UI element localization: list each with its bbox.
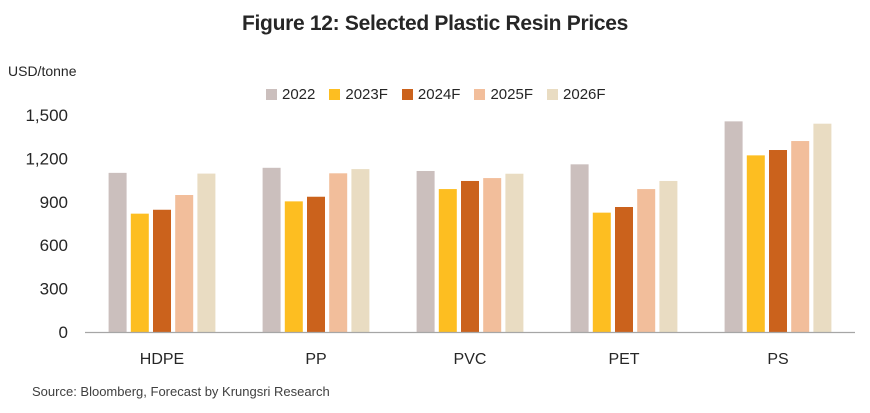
- legend-item-2022[interactable]: 2022: [266, 86, 315, 103]
- x-tick-label: PP: [305, 351, 326, 368]
- legend-label: 2024F: [417, 86, 461, 103]
- bar-pvc-2025f: [483, 178, 502, 332]
- legend-label: 2025F: [490, 86, 534, 103]
- legend-swatch: [547, 89, 559, 100]
- bar-ps-2022: [724, 121, 743, 333]
- x-tick-label: PS: [767, 351, 788, 368]
- bar-pet-2025f: [637, 189, 656, 332]
- y-tick-label: 0: [59, 323, 68, 342]
- bar-pvc-2023f: [438, 189, 457, 332]
- bar-hdpe-2024f: [153, 209, 171, 332]
- bar-pet-2024f: [615, 207, 633, 332]
- legend: 2022 2023F 2024F 2025F 2026F: [266, 86, 620, 103]
- legend-swatch: [474, 89, 486, 100]
- bar-pp-2025f: [329, 173, 348, 332]
- bar-pp-2022: [262, 167, 281, 332]
- legend-swatch: [329, 89, 341, 100]
- x-tick-label: PET: [608, 351, 639, 368]
- bar-ps-2025f: [791, 141, 810, 332]
- bar-pp-2026f: [351, 169, 370, 332]
- legend-label: 2023F: [345, 86, 388, 103]
- bar-pp-2024f: [307, 196, 325, 332]
- bar-pet-2026f: [659, 180, 678, 332]
- y-tick-label: 300: [40, 280, 68, 299]
- bar-hdpe-2022: [108, 172, 127, 332]
- bar-pet-2022: [570, 164, 589, 332]
- legend-label: 2022: [282, 86, 316, 103]
- legend-item-2023f[interactable]: 2023F: [329, 86, 388, 103]
- legend-swatch: [401, 89, 413, 100]
- legend-swatch: [266, 89, 277, 100]
- bar-pp-2023f: [284, 201, 303, 332]
- bar-ps-2024f: [769, 150, 787, 332]
- bar-pet-2023f: [592, 212, 611, 332]
- bar-pvc-2026f: [505, 173, 524, 332]
- bar-hdpe-2023f: [130, 213, 149, 332]
- y-tick-label: 900: [40, 193, 68, 212]
- y-axis: 0 300 600 900 1,200 1,500: [25, 106, 68, 342]
- bar-pvc-2024f: [461, 180, 479, 332]
- x-tick-label: HDPE: [140, 351, 184, 368]
- x-axis: HDPE PP PVC PET PS: [140, 351, 789, 368]
- legend-item-2026f[interactable]: 2026F: [547, 86, 606, 103]
- bar-pvc-2022: [416, 170, 435, 332]
- y-tick-label: 600: [40, 236, 68, 255]
- y-tick-label: 1,500: [25, 106, 68, 125]
- bar-hdpe-2026f: [197, 173, 216, 332]
- legend-item-2024f[interactable]: 2024F: [401, 86, 461, 103]
- x-tick-label: PVC: [454, 351, 487, 368]
- bars: [108, 121, 832, 333]
- bar-ps-2026f: [813, 123, 832, 333]
- bar-hdpe-2025f: [175, 195, 194, 332]
- legend-item-2025f[interactable]: 2025F: [474, 86, 533, 103]
- bar-ps-2023f: [746, 155, 765, 332]
- legend-label: 2026F: [563, 86, 606, 103]
- source-note: Source: Bloomberg, Forecast by Krungsri …: [32, 384, 330, 399]
- y-tick-label: 1,200: [25, 149, 68, 168]
- y-axis-unit-label: USD/tonne: [8, 63, 77, 79]
- chart-title: Figure 12: Selected Plastic Resin Prices: [241, 12, 629, 35]
